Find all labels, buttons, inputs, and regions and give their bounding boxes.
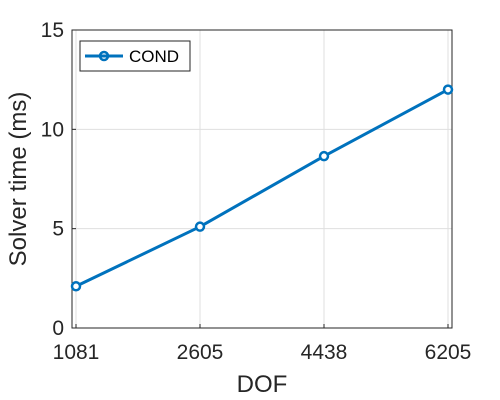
x-tick-label: 6205 — [425, 341, 472, 364]
y-axis-ticks: 0 5 10 15 — [41, 19, 76, 340]
y-tick-label: 5 — [52, 218, 64, 241]
x-tick-label: 4438 — [301, 341, 348, 364]
plot-frame — [71, 29, 453, 329]
axes — [71, 29, 453, 329]
y-axis-label: Solver time (ms) — [5, 92, 32, 267]
y-tick-label: 10 — [41, 118, 64, 141]
x-tick-label: 1081 — [53, 341, 100, 364]
y-tick-label: 15 — [41, 19, 64, 42]
data-point — [442, 84, 454, 95]
series-layer — [70, 84, 454, 292]
series-line-cond — [75, 88, 449, 288]
x-tick-label: 2605 — [177, 341, 224, 364]
data-point — [70, 281, 82, 292]
y-tick-label: 0 — [52, 317, 64, 340]
legend-label-cond: COND — [129, 47, 179, 66]
plot-background — [72, 30, 452, 328]
legend-marker — [98, 50, 110, 62]
legend: COND — [79, 40, 191, 72]
x-axis-label: DOF — [237, 371, 288, 398]
data-point — [318, 150, 330, 162]
x-axis-ticks: 1081 2605 4438 6205 — [53, 324, 472, 364]
data-point — [194, 221, 206, 232]
